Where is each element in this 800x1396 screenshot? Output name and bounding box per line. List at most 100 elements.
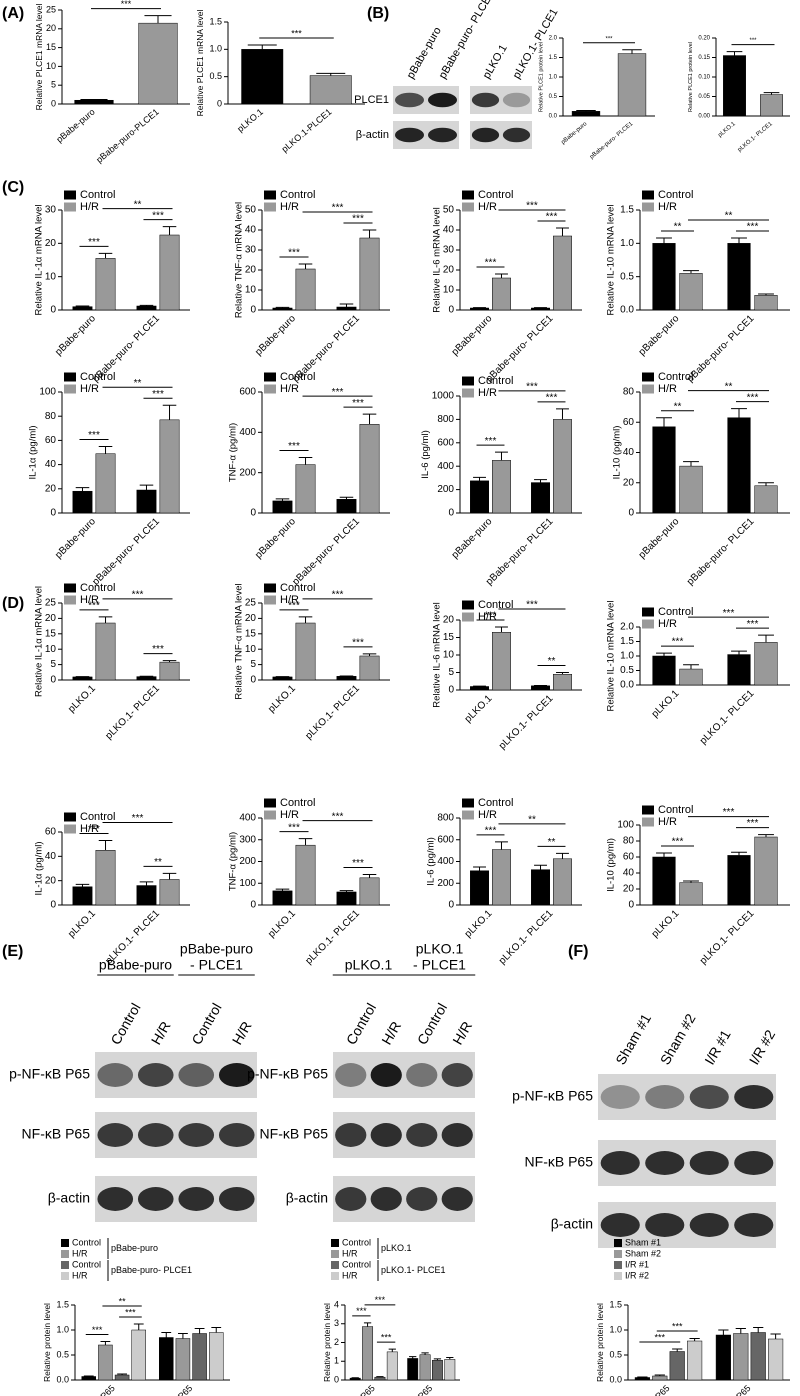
- legend-label: H/R: [72, 1270, 88, 1280]
- bar: [359, 655, 380, 681]
- y-tick-label: 80: [623, 387, 635, 398]
- blot-band: [394, 92, 425, 108]
- row-label: PLCE1: [354, 94, 389, 106]
- y-tick-label: 0.5: [549, 94, 558, 100]
- error-bar: [473, 866, 486, 871]
- y-tick-label: 1.5: [56, 1299, 69, 1309]
- significance-label: ***: [723, 807, 735, 818]
- bar: [336, 676, 357, 681]
- legend-swatch: [462, 798, 474, 808]
- bar: [272, 676, 293, 681]
- y-tick-label: 100: [617, 820, 634, 831]
- error-bar: [534, 479, 547, 483]
- y-tick-label: 50: [443, 205, 455, 216]
- legend-group-label: pBabe-puro: [111, 1243, 158, 1253]
- error-bar: [339, 303, 354, 307]
- y-tick-label: 1.0: [620, 651, 634, 662]
- blot-band: [97, 1123, 134, 1147]
- error-bar: [100, 1341, 111, 1345]
- bar: [136, 489, 157, 514]
- significance-label: ***: [485, 611, 497, 622]
- legend-swatch: [264, 798, 276, 808]
- bar: [159, 234, 180, 311]
- bar: [431, 1360, 443, 1381]
- significance-label: **: [134, 378, 142, 389]
- x-tick-label: pLKO.1- PLCE1: [698, 688, 757, 747]
- significance-label: ***: [121, 0, 132, 9]
- error-bar: [362, 653, 377, 656]
- y-tick-label: 1.5: [549, 55, 558, 61]
- bar: [175, 1338, 191, 1381]
- significance-label: ***: [526, 201, 538, 212]
- error-bar: [178, 1333, 188, 1339]
- legend-swatch: [614, 1250, 622, 1258]
- legend-label: Control: [658, 606, 693, 618]
- y-tick-label: 20: [245, 613, 257, 624]
- blot-band: [218, 1123, 255, 1147]
- y-tick-label: 25: [45, 598, 57, 609]
- error-bar: [495, 273, 508, 278]
- legend-label: I/R #1: [625, 1259, 649, 1269]
- lane-label: Control: [414, 1000, 450, 1047]
- legend-label: H/R: [658, 383, 677, 395]
- panel-label: (A): [2, 5, 24, 22]
- error-bar: [211, 1327, 222, 1333]
- bar: [98, 1344, 113, 1381]
- y-tick-label: 0: [334, 1374, 339, 1384]
- y-tick-label: 1.0: [620, 238, 634, 249]
- y-tick-label: 0.0: [549, 114, 558, 120]
- bar: [374, 1376, 386, 1381]
- bar: [95, 258, 116, 311]
- significance-label: ***: [485, 436, 497, 447]
- bar: [768, 1338, 784, 1381]
- y-tick-label: 0: [50, 900, 56, 911]
- y-tick-label: 20: [443, 265, 455, 276]
- y-axis-label: IL-10 (pg/ml): [606, 838, 617, 892]
- bar: [74, 99, 114, 105]
- y-tick-label: 1.5: [620, 205, 634, 216]
- y-tick-label: 0: [628, 508, 634, 519]
- error-bar: [275, 306, 290, 308]
- legend-swatch: [264, 190, 276, 200]
- bar: [136, 676, 157, 681]
- blot-band: [734, 1085, 774, 1109]
- error-bar: [298, 616, 313, 624]
- y-tick-label: 20: [245, 265, 257, 276]
- y-tick-label: 600: [437, 437, 454, 448]
- y-tick-label: 5: [250, 659, 256, 670]
- y-tick-label: 80: [623, 836, 635, 847]
- y-axis-label: IL-1α (pg/ml): [33, 841, 44, 895]
- group-label: - PLCE1: [190, 957, 243, 973]
- legend-label: Control: [658, 371, 693, 383]
- panel-label: (B): [367, 5, 389, 22]
- error-bar: [409, 1356, 417, 1359]
- y-tick-label: 30: [245, 245, 257, 256]
- significance-label: **: [134, 199, 142, 210]
- error-bar: [758, 293, 774, 296]
- y-axis-label: IL-1α (pg/ml): [28, 425, 39, 479]
- error-bar: [495, 626, 508, 633]
- y-tick-label: 0: [628, 900, 634, 911]
- legend-label: Control: [280, 189, 315, 201]
- y-tick-label: 20: [443, 615, 455, 626]
- legend-group-label: pBabe-puro- PLCE1: [111, 1265, 192, 1275]
- significance-label: ***: [672, 1321, 683, 1331]
- y-tick-label: 30: [45, 205, 57, 216]
- error-bar: [161, 1332, 172, 1338]
- lane-label: I/R #1: [701, 1027, 734, 1068]
- significance-label: **: [119, 1296, 127, 1306]
- error-bar: [689, 1338, 700, 1341]
- bar: [652, 1375, 668, 1381]
- x-tick-label: pLKO.1: [463, 908, 495, 940]
- panel-label: (F): [568, 943, 588, 960]
- significance-label: ***: [88, 601, 100, 612]
- legend-swatch: [64, 595, 76, 605]
- bar: [754, 642, 778, 686]
- legend-swatch: [642, 190, 654, 200]
- bar: [72, 886, 93, 906]
- y-tick-label: 0.05: [698, 94, 710, 100]
- bar: [81, 1376, 97, 1381]
- significance-label: ***: [672, 837, 684, 848]
- y-tick-label: 0.0: [609, 1374, 622, 1384]
- error-bar: [726, 51, 743, 56]
